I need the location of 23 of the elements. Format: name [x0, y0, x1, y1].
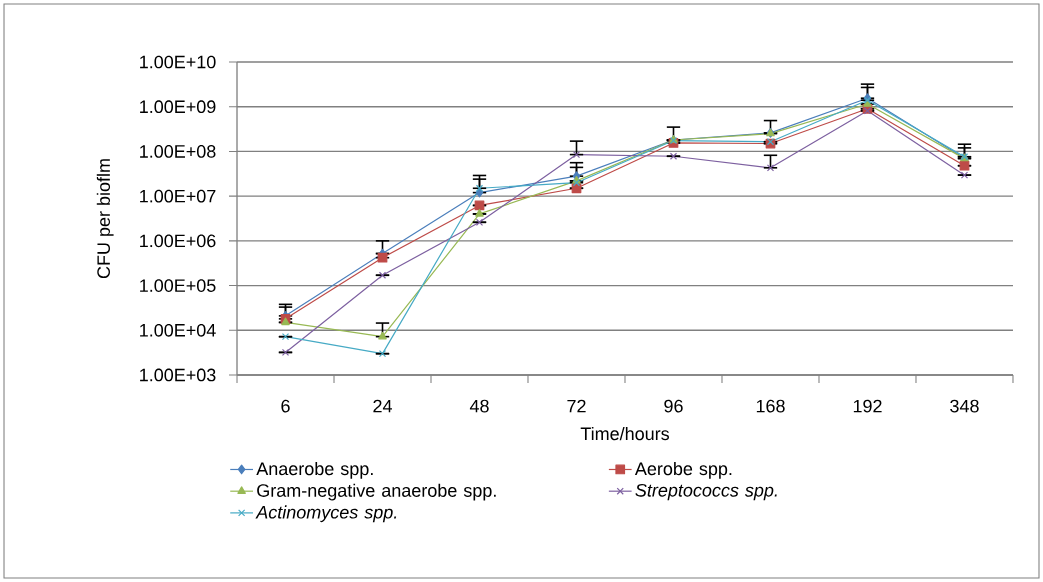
y-tick-label: 1.00E+07	[140, 189, 216, 203]
y-tick-label: 1.00E+04	[140, 323, 216, 337]
x-tick-label: 192	[853, 399, 882, 413]
legend-label: Gram-negative anaerobe spp.	[257, 483, 496, 501]
y-axis-title: CFU per bioflm	[96, 159, 114, 279]
legend-label: Aerobe spp.	[634, 461, 732, 479]
x-tick-label: 96	[664, 399, 683, 413]
y-tick-label: 1.00E+08	[140, 145, 216, 158]
y-tick-label: 1.00E+06	[140, 234, 216, 248]
x-tick-label: 168	[756, 399, 785, 413]
x-axis-title: Time/hours	[580, 426, 670, 441]
x-tick-label: 72	[567, 399, 586, 413]
y-tick-label: 1.00E+03	[140, 368, 216, 382]
y-tick-label: 1.00E+05	[140, 279, 216, 292]
y-tick-label: 1.00E+10	[140, 55, 216, 69]
y-tick-label: 1.00E+09	[140, 100, 216, 114]
legend-label: Actinomyces spp.	[255, 505, 397, 523]
x-tick-label: 348	[950, 399, 979, 413]
x-tick-label: 6	[281, 399, 290, 413]
legend-label: Anaerobe spp.	[256, 461, 373, 479]
legend-label: Streptococcs spp.	[635, 483, 777, 501]
x-tick-label: 48	[469, 399, 489, 413]
x-tick-label: 24	[373, 399, 392, 413]
